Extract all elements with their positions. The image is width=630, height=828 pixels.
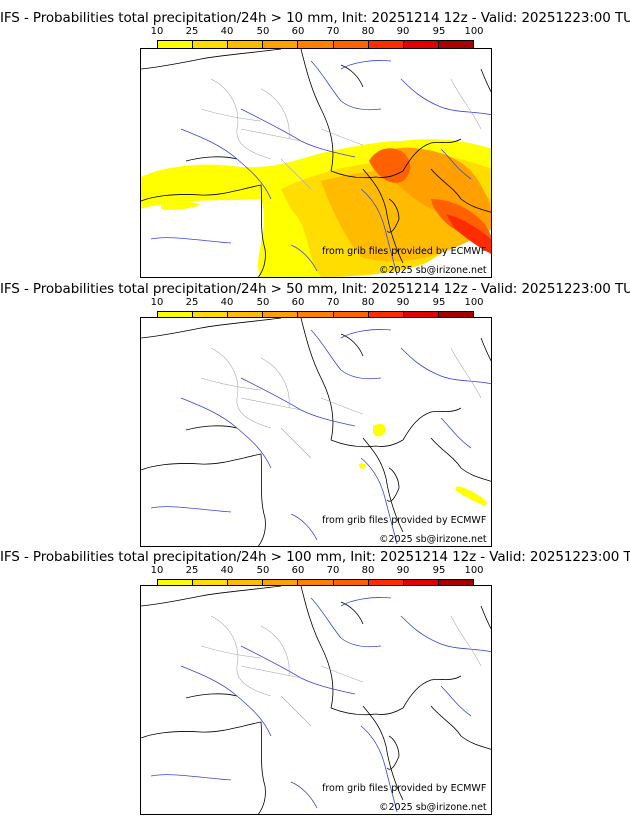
colorbar-tick-label: 25 bbox=[185, 26, 199, 37]
copyright-credit: ©2025 sb@irizone.net bbox=[379, 534, 487, 545]
colorbar-swatch bbox=[333, 580, 369, 587]
colorbar-swatch bbox=[228, 312, 264, 319]
data-source-credit: from grib files provided by ECMWF bbox=[322, 246, 487, 257]
colorbar-tick-label: 25 bbox=[185, 565, 199, 576]
colorbar-swatch bbox=[438, 580, 473, 587]
colorbar-swatches bbox=[157, 579, 474, 588]
colorbar-tick-label: 90 bbox=[396, 26, 410, 37]
colorbar-swatch bbox=[228, 41, 264, 48]
colorbar-tick-label: 25 bbox=[185, 297, 199, 308]
colorbar-tick-label: 70 bbox=[326, 297, 340, 308]
colorbar-legend: 10 25 40 50 60 70 80 90 95 100 bbox=[151, 297, 484, 320]
colorbar-swatch bbox=[228, 580, 264, 587]
colorbar-tick-label: 40 bbox=[220, 26, 234, 37]
colorbar-tick-label: 60 bbox=[291, 565, 305, 576]
colorbar-legend: 10 25 40 50 60 70 80 90 95 100 bbox=[151, 26, 484, 49]
colorbar-swatch bbox=[263, 580, 299, 587]
colorbar-swatch bbox=[298, 41, 334, 48]
country-borders bbox=[141, 49, 491, 277]
colorbar-swatch bbox=[193, 312, 229, 319]
colorbar-tick-label: 80 bbox=[361, 565, 375, 576]
colorbar-tick-label: 90 bbox=[396, 565, 410, 576]
colorbar-tick-label: 80 bbox=[361, 297, 375, 308]
colorbar-legend: 10 25 40 50 60 70 80 90 95 100 bbox=[151, 565, 484, 588]
colorbar-swatch bbox=[368, 312, 404, 319]
copyright-credit: ©2025 sb@irizone.net bbox=[379, 802, 487, 813]
country-borders bbox=[141, 318, 491, 546]
colorbar-swatch bbox=[438, 312, 473, 319]
colorbar-tick-label: 90 bbox=[396, 297, 410, 308]
colorbar-swatch bbox=[403, 312, 439, 319]
map-panel-100mm: IFS - Probabilities total precipitation/… bbox=[0, 548, 630, 818]
regional-borders bbox=[200, 78, 482, 190]
map-svg bbox=[141, 318, 491, 546]
colorbar-tick-label: 10 bbox=[150, 26, 164, 37]
colorbar-swatch bbox=[403, 580, 439, 587]
colorbar-swatch bbox=[298, 580, 334, 587]
colorbar-tick-label: 50 bbox=[256, 565, 270, 576]
colorbar-swatch bbox=[333, 41, 369, 48]
country-borders bbox=[141, 586, 491, 814]
panel-title: IFS - Probabilities total precipitation/… bbox=[0, 281, 630, 297]
colorbar-tick-label: 60 bbox=[291, 297, 305, 308]
colorbar-swatch bbox=[263, 312, 299, 319]
colorbar-swatch bbox=[158, 312, 194, 319]
colorbar-swatch bbox=[158, 580, 194, 587]
precipitation-map: from grib files provided by ECMWF ©2025 … bbox=[140, 585, 492, 815]
colorbar-swatch bbox=[263, 41, 299, 48]
colorbar-swatch bbox=[333, 312, 369, 319]
colorbar-swatch bbox=[158, 41, 194, 48]
colorbar-tick-label: 40 bbox=[220, 297, 234, 308]
colorbar-swatch bbox=[368, 580, 404, 587]
colorbar-tick-label: 100 bbox=[464, 297, 484, 308]
regional-borders bbox=[200, 347, 482, 459]
data-source-credit: from grib files provided by ECMWF bbox=[322, 783, 487, 794]
colorbar-tick-label: 50 bbox=[256, 26, 270, 37]
colorbar-swatch bbox=[368, 41, 404, 48]
rivers bbox=[150, 329, 491, 545]
colorbar-tick-label: 10 bbox=[150, 565, 164, 576]
colorbar-tick-label: 95 bbox=[432, 26, 446, 37]
colorbar-tick-label: 10 bbox=[150, 297, 164, 308]
colorbar-tick-label: 95 bbox=[432, 565, 446, 576]
colorbar-tick-label: 80 bbox=[361, 26, 375, 37]
colorbar-tick-label: 100 bbox=[464, 26, 484, 37]
precipitation-shading bbox=[141, 139, 491, 277]
map-panel-50mm: IFS - Probabilities total precipitation/… bbox=[0, 280, 630, 550]
precipitation-shading bbox=[359, 424, 487, 506]
colorbar-tick-label: 70 bbox=[326, 26, 340, 37]
colorbar-tick-label: 70 bbox=[326, 565, 340, 576]
colorbar-tick-label: 60 bbox=[291, 26, 305, 37]
colorbar-swatch bbox=[193, 580, 229, 587]
colorbar-swatch bbox=[438, 41, 473, 48]
panel-title: IFS - Probabilities total precipitation/… bbox=[0, 10, 630, 26]
colorbar-tick-label: 100 bbox=[464, 565, 484, 576]
colorbar-swatch bbox=[193, 41, 229, 48]
colorbar-swatch bbox=[298, 312, 334, 319]
panel-title: IFS - Probabilities total precipitation/… bbox=[0, 549, 630, 565]
colorbar-tick-label: 50 bbox=[256, 297, 270, 308]
copyright-credit: ©2025 sb@irizone.net bbox=[379, 265, 487, 276]
map-panel-10mm: IFS - Probabilities total precipitation/… bbox=[0, 9, 630, 279]
data-source-credit: from grib files provided by ECMWF bbox=[322, 515, 487, 526]
map-svg bbox=[141, 49, 491, 277]
rivers bbox=[150, 597, 491, 813]
colorbar-tick-label: 95 bbox=[432, 297, 446, 308]
colorbar-tick-label: 40 bbox=[220, 565, 234, 576]
precipitation-map: from grib files provided by ECMWF ©2025 … bbox=[140, 48, 492, 278]
regional-borders bbox=[200, 615, 482, 727]
map-svg bbox=[141, 586, 491, 814]
precipitation-map: from grib files provided by ECMWF ©2025 … bbox=[140, 317, 492, 547]
colorbar-swatch bbox=[403, 41, 439, 48]
